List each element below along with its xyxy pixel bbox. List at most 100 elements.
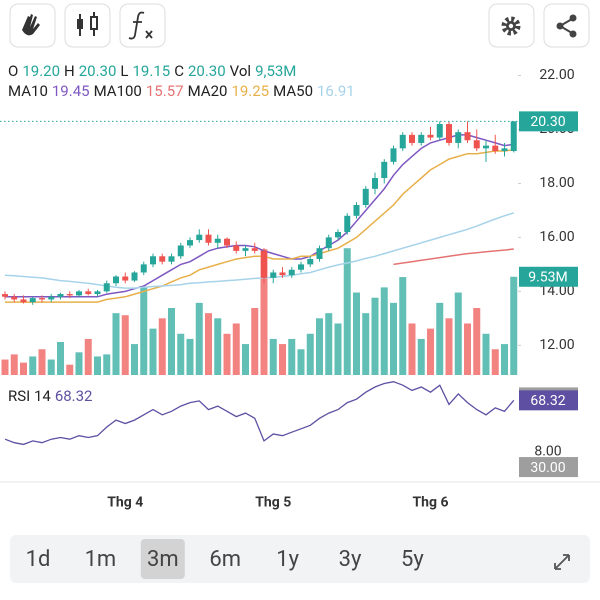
candle-body bbox=[113, 276, 119, 284]
candle-body bbox=[224, 238, 230, 246]
volume-bar bbox=[482, 333, 490, 375]
formula-icon bbox=[128, 11, 153, 40]
volume-bar bbox=[140, 287, 148, 375]
candle-body bbox=[344, 215, 351, 232]
candle-body bbox=[187, 240, 193, 246]
volume-bar bbox=[186, 338, 194, 375]
volume-bar bbox=[371, 297, 379, 375]
candle-body bbox=[316, 248, 323, 259]
formula-button[interactable] bbox=[119, 3, 166, 48]
candle-body bbox=[307, 258, 314, 265]
share-button[interactable] bbox=[543, 3, 590, 48]
y-tick-label: 12.00 bbox=[539, 337, 574, 353]
candle-body bbox=[492, 145, 499, 152]
volume-bar bbox=[454, 292, 462, 375]
volume-bar bbox=[66, 364, 74, 375]
candle-body bbox=[381, 161, 388, 179]
share-icon bbox=[569, 30, 577, 38]
ohlc-value: 19.20 bbox=[22, 62, 61, 80]
candle-body bbox=[270, 272, 277, 278]
volume-bar bbox=[195, 302, 203, 375]
candle-body bbox=[150, 256, 156, 265]
volume-bar bbox=[408, 323, 416, 375]
candle-body bbox=[11, 296, 18, 300]
ma-name: MA10 bbox=[8, 82, 48, 100]
candle-body bbox=[399, 134, 406, 149]
rsi-name: RSI 14 bbox=[8, 387, 51, 405]
candle-body bbox=[298, 264, 304, 270]
candle-body bbox=[372, 178, 378, 189]
candle-body bbox=[353, 205, 360, 216]
range-selected[interactable] bbox=[140, 539, 185, 579]
ma-name: MA100 bbox=[93, 82, 142, 100]
range-button[interactable]: 5y bbox=[401, 547, 424, 572]
volume-bar bbox=[168, 308, 175, 375]
ohlc-name: Vol bbox=[229, 62, 252, 80]
volume-bar bbox=[510, 276, 518, 375]
candle-body bbox=[233, 245, 240, 251]
volume-bar bbox=[38, 349, 46, 375]
range-button[interactable]: 1d bbox=[26, 547, 51, 572]
candle-body bbox=[29, 298, 36, 303]
volume-layer bbox=[1, 248, 518, 375]
volume-bar bbox=[343, 248, 351, 375]
ma-line bbox=[5, 134, 514, 298]
candle-body bbox=[85, 291, 92, 295]
ma-value: 16.91 bbox=[317, 82, 355, 100]
volume-bar bbox=[75, 352, 83, 375]
rsi-line bbox=[4, 381, 515, 446]
rsi-header: RSI 14 68.32 bbox=[8, 387, 97, 405]
indicator-button[interactable] bbox=[64, 3, 111, 48]
ohlc-name: H bbox=[64, 62, 75, 80]
volume-bar bbox=[131, 344, 138, 375]
ma-line bbox=[5, 148, 514, 303]
candle-body bbox=[261, 250, 267, 278]
volume-bar bbox=[112, 313, 120, 375]
range-button[interactable]: 1y bbox=[276, 547, 299, 572]
candle-body bbox=[168, 256, 175, 262]
candle-body bbox=[196, 234, 203, 241]
range-button[interactable]: 3m bbox=[147, 547, 179, 572]
last-price-label: 20.30 bbox=[530, 114, 565, 130]
expand-button[interactable] bbox=[554, 554, 570, 570]
candle-body bbox=[66, 294, 73, 296]
candle-body bbox=[501, 148, 508, 152]
share-icon bbox=[556, 22, 564, 30]
range-button[interactable]: 6m bbox=[209, 547, 241, 572]
volume-bar bbox=[223, 333, 231, 375]
volume-bar bbox=[501, 344, 508, 375]
candle-body bbox=[362, 188, 369, 206]
range-button[interactable]: 1m bbox=[85, 547, 117, 572]
candle-body bbox=[409, 134, 415, 143]
candle-icon bbox=[90, 16, 98, 30]
candle-body bbox=[335, 231, 341, 238]
volume-bar bbox=[334, 323, 342, 375]
candle-body bbox=[48, 296, 55, 300]
volume-bar bbox=[380, 287, 388, 375]
range-button[interactable]: 3y bbox=[339, 547, 362, 572]
volume-bar bbox=[1, 359, 9, 375]
volume-bar bbox=[306, 333, 314, 375]
volume-bar bbox=[297, 349, 305, 375]
toolbar bbox=[9, 3, 590, 48]
candle-body bbox=[122, 276, 129, 281]
ohlc-name: L bbox=[120, 62, 129, 80]
rsi-value: 68.32 bbox=[54, 387, 93, 405]
volume-bar bbox=[57, 342, 64, 375]
candle-body bbox=[140, 264, 147, 273]
volume-bar bbox=[288, 338, 296, 375]
candle-body bbox=[510, 121, 517, 152]
volume-bar bbox=[205, 313, 212, 375]
volume-value-label: 9.53M bbox=[528, 269, 568, 285]
rsi-tick-label: 30.00 bbox=[530, 460, 565, 476]
gear-icon bbox=[501, 16, 521, 36]
volume-bar bbox=[29, 356, 37, 375]
ohlc-name: O bbox=[8, 62, 19, 80]
volume-bar bbox=[158, 318, 166, 375]
ohlc-value: 20.30 bbox=[187, 62, 226, 80]
volume-bar bbox=[103, 354, 111, 375]
candle-body bbox=[279, 272, 286, 276]
volume-bar bbox=[325, 313, 333, 375]
volume-bar bbox=[149, 328, 157, 375]
